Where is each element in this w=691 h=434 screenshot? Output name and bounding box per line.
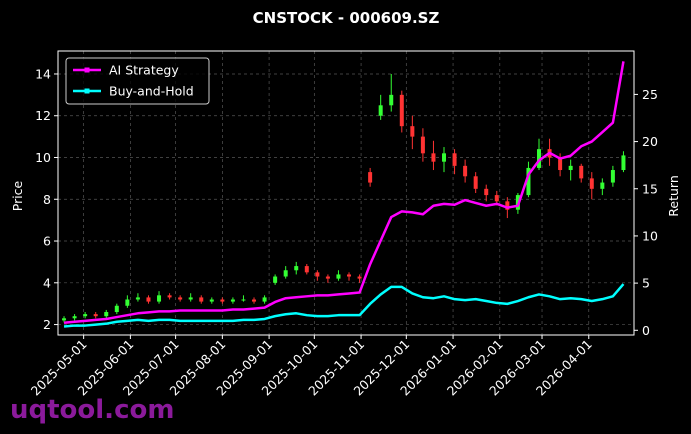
y2-axis-label: Return [666,175,681,216]
y-tick-label: 10 [35,150,51,165]
candle-body [589,178,594,189]
y2-tick-label: 5 [642,276,650,291]
candle-body [294,266,299,271]
candle-body [262,297,267,302]
candle-body [167,295,172,298]
candle-body [209,299,214,302]
y2-tick-label: 10 [642,228,658,243]
candle-body [188,297,193,300]
candle-body [146,297,151,302]
candle-body [568,165,573,171]
candle-body [114,305,119,313]
y-tick-label: 14 [35,66,51,81]
candle-body [368,172,373,183]
y-tick-label: 8 [43,192,51,207]
candle-body [273,276,278,283]
candle-body [452,153,457,166]
legend-marker [84,88,90,94]
candle-body [484,188,489,196]
line-series [63,61,625,324]
legend-label: Buy-and-Hold [109,84,194,99]
candle-body [579,165,584,179]
candle-body [178,297,183,300]
plot-frame [57,50,635,336]
legend-marker [84,67,90,73]
chart-title: CNSTOCK - 000609.SZ [253,9,440,27]
candle-body [72,316,77,319]
y-tick-label: 12 [35,108,51,123]
candle-body [241,299,246,301]
candle-body [473,176,478,189]
candle-body [378,105,383,116]
candle-body [230,299,235,302]
y-tick-label: 4 [43,275,51,290]
candle-body [420,136,425,154]
candle-body [199,297,204,302]
candle-body [125,299,130,306]
candle-body [304,266,309,273]
candle-body [315,272,320,277]
candle-body [431,153,436,162]
candle-body [410,126,415,137]
candle-body [220,299,225,302]
watermark: uqtool.com [10,395,174,425]
y2-tick-label: 25 [642,87,658,102]
candle-body [558,157,563,171]
candle-body [600,182,605,189]
candle-body [62,318,67,321]
candle-body [389,94,394,106]
candle-body [93,314,98,317]
candle-body [621,155,626,171]
candle-body [526,167,531,196]
legend-label: AI Strategy [109,63,179,78]
candle-body [157,295,162,302]
y-tick-label: 2 [43,317,51,332]
candle-body [83,314,88,317]
line-series [63,283,625,328]
candle-body [283,270,288,277]
y-tick-label: 6 [43,234,51,249]
candle-body [347,274,352,277]
legend-box [65,57,210,105]
y2-tick-label: 15 [642,181,658,196]
candle-body [104,312,109,317]
candle-body [494,195,499,202]
candle-body [610,170,615,183]
candle-body [325,276,330,279]
candle-body [537,149,542,168]
y2-tick-label: 0 [642,323,650,338]
candle-body [442,153,447,162]
candle-body [336,274,341,279]
y2-tick-label: 20 [642,134,658,149]
candle-body [505,201,510,210]
candle-body [135,297,140,300]
y-axis-label: Price [10,180,25,211]
candle-body [399,94,404,127]
candle-body [252,299,257,302]
candle-body [463,165,468,177]
candle-body [357,276,362,279]
